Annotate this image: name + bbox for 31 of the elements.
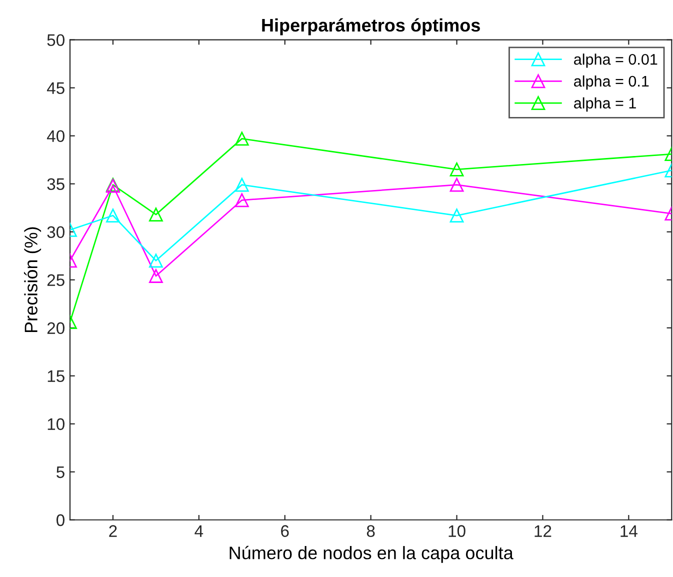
x-tick-label: 12 [534,525,552,537]
legend-label: alpha = 0.01 [574,54,658,68]
y-tick-label: 10 [48,418,64,430]
y-tick-label: 5 [56,466,64,478]
point [149,269,163,283]
x-axis-title: Número de nodos en la capa oculta [230,546,514,563]
x-tick-label: 2 [109,525,117,537]
y-tick-label: 15 [48,370,64,382]
chart-title: Hiperparámetros óptimos [262,18,480,36]
legend-label: alpha = 0.1 [574,75,649,90]
y-axis-title: Precisión (%) [24,227,42,332]
x-tick-label: 14 [620,525,638,537]
y-tick-label: 30 [47,226,64,238]
point [234,178,249,192]
x-tick-label: 8 [366,525,375,537]
x-tick-label: 6 [281,525,289,537]
legend-label: alpha = 1 [574,97,636,112]
y-tick-label: 20 [47,322,64,334]
y-tick-label: 45 [46,82,64,94]
y-tick-label: 35 [47,178,64,190]
y-tick-label: 40 [46,130,64,142]
point [149,208,163,222]
y-tick-label: 50 [47,34,64,46]
point [106,208,120,222]
y-tick-label: 0 [56,514,64,526]
point [234,193,249,208]
x-tick-label: 10 [448,525,466,537]
x-tick-label: 4 [194,525,204,537]
y-tick-label: 25 [47,274,64,286]
point [234,132,249,146]
point [149,254,163,268]
